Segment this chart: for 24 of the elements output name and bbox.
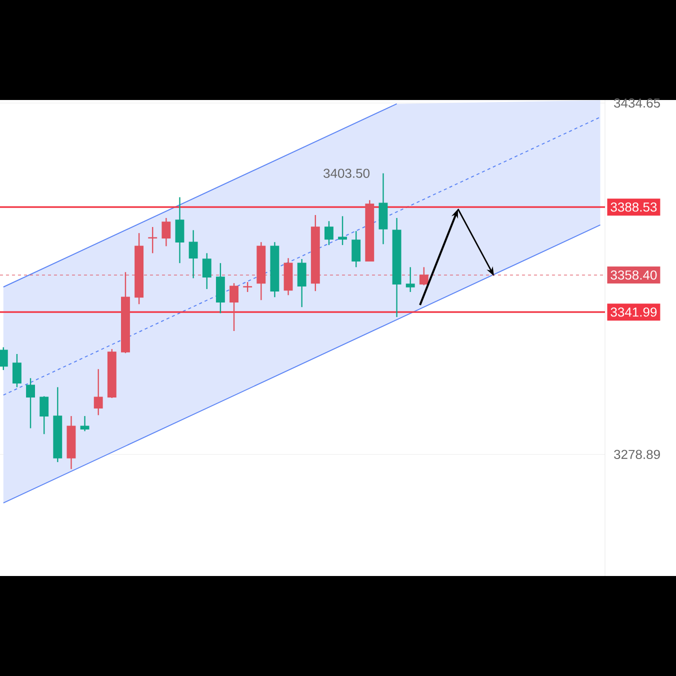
candlestick bbox=[324, 220, 334, 246]
candlestick bbox=[406, 266, 415, 293]
ref-line-label: 3358.40 bbox=[610, 270, 657, 280]
candlestick bbox=[230, 282, 238, 332]
y-tick-label: 3278.89 bbox=[614, 450, 660, 460]
candlestick bbox=[80, 415, 90, 432]
candlestick bbox=[162, 217, 171, 247]
candlestick bbox=[148, 226, 158, 254]
candlestick bbox=[175, 196, 184, 264]
candlestick bbox=[243, 281, 252, 293]
candlestick bbox=[40, 396, 49, 435]
candlestick bbox=[26, 378, 35, 429]
candlestick bbox=[188, 230, 198, 279]
candlestick bbox=[12, 353, 22, 388]
ref-line-label: 3388.53 bbox=[610, 202, 657, 212]
candlestick bbox=[202, 252, 212, 290]
candlestick bbox=[297, 258, 306, 308]
ref-line-label: 3341.99 bbox=[610, 307, 657, 317]
annotation: 3403.50 bbox=[324, 168, 370, 178]
candlestick bbox=[94, 368, 103, 416]
candlestick bbox=[0, 346, 8, 371]
candlestick bbox=[352, 230, 361, 268]
y-tick-label: 3434.65 bbox=[614, 98, 660, 108]
candlestick bbox=[338, 216, 347, 246]
